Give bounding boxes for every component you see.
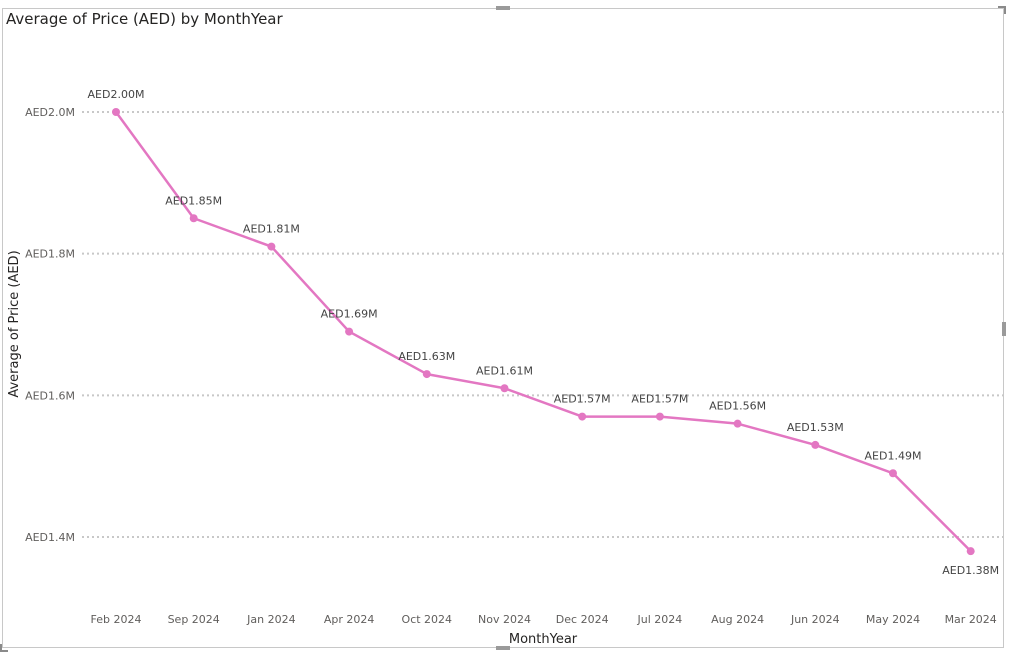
x-tick-label: Feb 2024 [91, 613, 142, 626]
data-point[interactable] [500, 384, 509, 393]
data-label: AED1.56M [709, 400, 766, 413]
y-axis-title: Average of Price (AED) [7, 250, 22, 397]
x-tick-label: Aug 2024 [711, 613, 764, 626]
data-label: AED1.57M [631, 393, 688, 406]
y-axis-ticks: AED1.4M AED1.6M AED1.8M AED2.0M [25, 106, 75, 544]
data-points[interactable] [112, 108, 975, 556]
data-label: AED1.49M [865, 449, 922, 462]
data-label: AED1.69M [321, 308, 378, 321]
y-tick-label: AED2.0M [25, 106, 75, 119]
data-label: AED1.85M [165, 194, 222, 207]
data-point[interactable] [655, 412, 664, 421]
x-tick-label: Apr 2024 [324, 613, 375, 626]
data-point[interactable] [578, 412, 587, 421]
data-point[interactable] [811, 440, 820, 449]
y-tick-label: AED1.4M [25, 531, 75, 544]
data-label: AED1.61M [476, 364, 533, 377]
x-axis-title: MonthYear [509, 632, 578, 647]
data-point[interactable] [267, 242, 276, 251]
y-tick-label: AED1.6M [25, 389, 75, 402]
data-label: AED2.00M [88, 88, 145, 101]
bottom-resize-handle[interactable] [496, 646, 510, 650]
data-point[interactable] [889, 469, 897, 478]
x-tick-label: Oct 2024 [402, 613, 453, 626]
x-tick-label: Jan 2024 [246, 613, 295, 626]
top-resize-handle[interactable] [496, 6, 510, 10]
x-tick-label: May 2024 [866, 613, 920, 626]
x-tick-label: Jun 2024 [790, 613, 840, 626]
data-label: AED1.53M [787, 421, 844, 434]
gridlines [82, 111, 1004, 538]
data-point[interactable] [189, 214, 198, 223]
data-label: AED1.38M [942, 564, 999, 577]
x-axis-ticks: Feb 2024 Sep 2024 Jan 2024 Apr 2024 Oct 2024… [91, 613, 997, 626]
data-label: AED1.57M [554, 393, 611, 406]
data-label: AED1.81M [243, 223, 300, 236]
x-tick-label: Mar 2024 [945, 613, 997, 626]
data-label: AED1.63M [398, 350, 455, 363]
top-right-resize-corner[interactable] [998, 6, 1006, 14]
data-point[interactable] [733, 419, 742, 428]
x-tick-label: Nov 2024 [478, 613, 531, 626]
x-tick-label: Dec 2024 [556, 613, 609, 626]
data-point[interactable] [112, 108, 120, 116]
x-tick-label: Jul 2024 [637, 613, 683, 626]
data-point[interactable] [966, 547, 975, 556]
data-point[interactable] [345, 327, 354, 336]
y-tick-label: AED1.8M [25, 248, 75, 261]
price-series-line [114, 111, 972, 553]
x-tick-label: Sep 2024 [168, 613, 220, 626]
chart-title: Average of Price (AED) by MonthYear [6, 10, 283, 28]
data-point[interactable] [422, 370, 431, 379]
right-resize-handle[interactable] [1002, 322, 1006, 336]
data-labels: AED2.00M AED1.85M AED1.81M AED1.69M AED1.63M… [88, 88, 1000, 577]
series-line [114, 111, 972, 553]
bottom-left-resize-corner[interactable] [0, 644, 8, 652]
